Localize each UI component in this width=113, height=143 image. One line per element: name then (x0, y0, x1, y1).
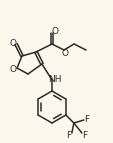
Text: F: F (84, 116, 89, 125)
Text: O: O (9, 64, 16, 74)
Text: NH: NH (48, 75, 61, 84)
Text: O: O (61, 48, 68, 57)
Text: O: O (51, 27, 58, 36)
Text: F: F (82, 131, 87, 140)
Text: F: F (66, 131, 71, 140)
Text: O: O (9, 38, 16, 47)
